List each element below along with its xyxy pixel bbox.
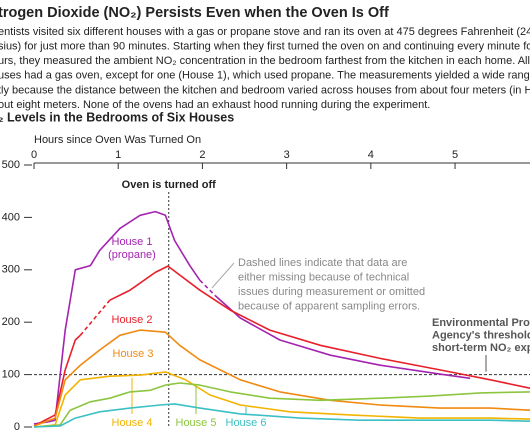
- y-tick-label: 0: [14, 421, 20, 433]
- x-tick-label: 2: [199, 149, 205, 161]
- x-tick-label: 0: [31, 149, 37, 161]
- intro-line: out eight meters. None of the ovens had …: [0, 99, 430, 111]
- threshold-label: Agency's threshold for: [432, 329, 530, 341]
- y-tick-label: 100: [2, 369, 20, 381]
- page-title: trogen Dioxide (NO₂) Persists Even when …: [0, 5, 389, 21]
- x-axis-label: Hours since Oven Was Turned On: [34, 134, 201, 146]
- intro-line: sius) for just more than 90 minutes. Sta…: [0, 41, 530, 53]
- series-line: [33, 382, 530, 428]
- intro-line: uses had a gas oven, except for one (Hou…: [0, 70, 530, 82]
- series-line: [33, 371, 530, 428]
- dashed-note: either missing because of technical: [238, 271, 409, 283]
- y-tick-label: 400: [2, 211, 20, 223]
- series-note: (propane): [108, 249, 156, 261]
- intro: entists visited six different houses wit…: [0, 26, 530, 111]
- series-label: House 6: [226, 417, 267, 429]
- intro-line: tly because the distance between the kit…: [0, 84, 530, 96]
- y-tick-label: 500: [2, 159, 20, 171]
- series-line: [33, 265, 530, 427]
- x-tick-label: 4: [368, 149, 374, 161]
- series-line: [33, 403, 530, 428]
- gap-bridge: [199, 279, 216, 297]
- y-tick-label: 200: [2, 316, 20, 328]
- series-label: House 5: [176, 417, 217, 429]
- x-tick-label: 1: [115, 149, 121, 161]
- intro-line: entists visited six different houses wit…: [0, 26, 530, 38]
- gap-bridge: [79, 299, 111, 336]
- threshold-label: Environmental Protectio: [432, 317, 530, 329]
- oven-off-label: Oven is turned off: [122, 179, 216, 191]
- intro-line: urs, they measured the ambient NO₂ conce…: [0, 55, 530, 67]
- series-label: House 3: [113, 348, 154, 360]
- dashed-note: issues during measurement or omitted: [238, 286, 425, 298]
- series-label: House 1: [112, 236, 153, 248]
- note-leader: [211, 262, 235, 289]
- threshold-label: short-term NO₂ exposur: [432, 342, 530, 354]
- y-tick-label: 300: [2, 264, 20, 276]
- series-label: House 2: [112, 314, 153, 326]
- series-label: House 4: [112, 417, 153, 429]
- series-line: [33, 210, 471, 425]
- chart-title: ₂ Levels in the Bedrooms of Six Houses: [0, 110, 234, 124]
- dashed-note: because of apparent sampling errors.: [238, 300, 420, 312]
- dashed-note: Dashed lines indicate that data are: [238, 257, 407, 269]
- x-tick-label: 5: [452, 149, 458, 161]
- x-tick-label: 3: [284, 149, 290, 161]
- series-line: [33, 329, 530, 427]
